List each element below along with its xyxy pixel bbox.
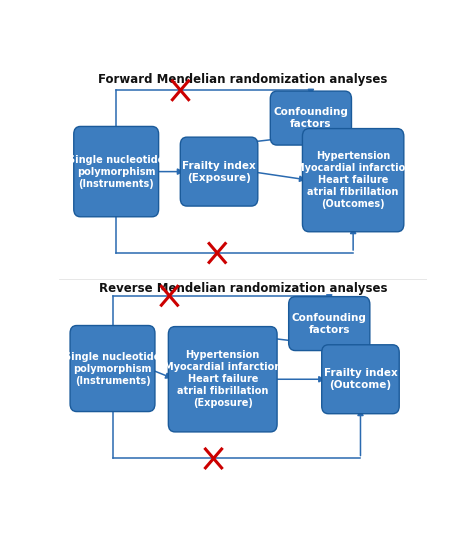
- Text: Hypertension
Myocardial infarction
Heart failure
atrial fibrillation
(Outcomes): Hypertension Myocardial infarction Heart…: [294, 151, 412, 209]
- FancyBboxPatch shape: [270, 91, 352, 145]
- FancyBboxPatch shape: [70, 325, 155, 411]
- Text: Confounding
factors: Confounding factors: [292, 312, 367, 335]
- Text: Forward Mendelian randomization analyses: Forward Mendelian randomization analyses: [98, 73, 388, 86]
- Text: Single nucleotide
polymorphism
(Instruments): Single nucleotide polymorphism (Instrume…: [68, 155, 164, 188]
- Text: Hypertension
Myocardial infarction
Heart failure
atrial fibrillation
(Exposure): Hypertension Myocardial infarction Heart…: [164, 350, 282, 408]
- FancyBboxPatch shape: [322, 345, 399, 414]
- Text: Frailty index
(Exposure): Frailty index (Exposure): [182, 161, 256, 182]
- FancyBboxPatch shape: [289, 296, 370, 351]
- FancyBboxPatch shape: [168, 326, 277, 432]
- FancyBboxPatch shape: [302, 128, 404, 232]
- FancyBboxPatch shape: [74, 126, 159, 217]
- Text: Confounding
factors: Confounding factors: [273, 107, 348, 129]
- FancyBboxPatch shape: [180, 137, 258, 206]
- Text: Reverse Mendelian randomization analyses: Reverse Mendelian randomization analyses: [99, 282, 387, 295]
- Text: Single nucleotide
polymorphism
(Instruments): Single nucleotide polymorphism (Instrume…: [64, 351, 161, 385]
- Text: Frailty index
(Outcome): Frailty index (Outcome): [324, 368, 397, 390]
